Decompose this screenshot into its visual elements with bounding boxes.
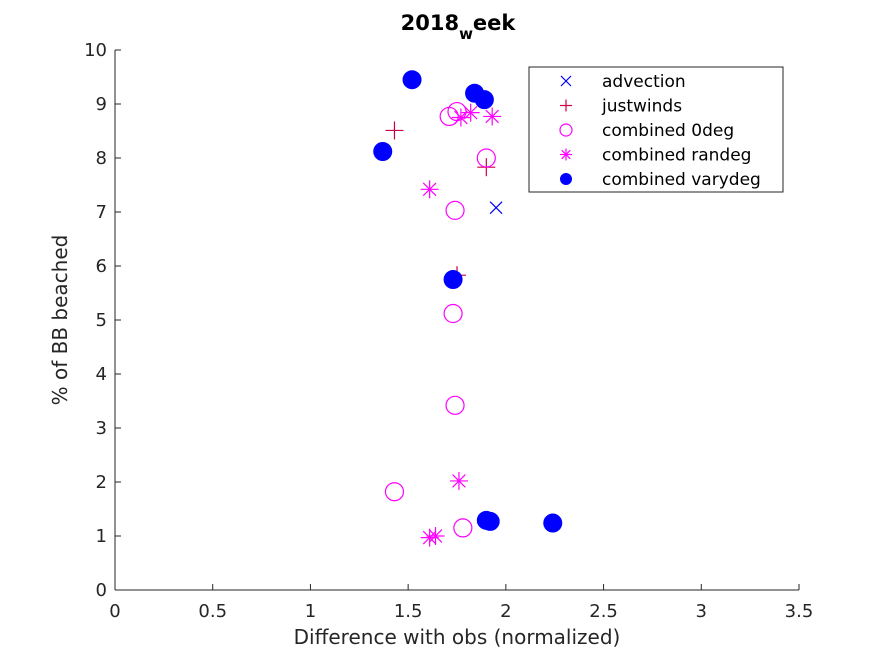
data-point-combined-0deg — [476, 148, 496, 168]
y-tick-label: 6 — [96, 256, 107, 277]
legend-label-combined-randeg: combined randeg — [602, 146, 751, 166]
x-tick-label: 0 — [109, 601, 120, 622]
x-tick-label: 3.5 — [785, 601, 814, 622]
y-tick-label: 7 — [96, 202, 107, 223]
x-tick-label: 3 — [696, 601, 707, 622]
data-point-combined-randeg — [449, 471, 468, 490]
ticks: 0 0.5 1 1.5 2 2.5 3 3.5 0 1 2 3 4 5 6 7 8 9 10 — [84, 40, 813, 622]
data-point-combined-0deg — [445, 395, 465, 415]
y-tick-label: 2 — [96, 472, 107, 493]
data-point-combined-0deg — [447, 101, 467, 122]
chart-title-main: 2018 — [401, 11, 459, 35]
data-point-combined-randeg — [426, 527, 445, 545]
data-point-combined-randeg — [483, 107, 502, 126]
chart-title: 2018week — [401, 11, 517, 43]
x-tick-label: 1 — [305, 601, 316, 622]
data-point-combined-0deg — [445, 200, 465, 220]
y-tick-label: 9 — [96, 94, 107, 115]
x-tick-label: 2 — [500, 601, 511, 622]
y-tick-label: 8 — [96, 148, 107, 169]
data-point-combined-0deg — [384, 482, 405, 502]
legend: advection justwinds combined 0deg combined … — [528, 66, 784, 193]
data-point-combined-varydeg — [402, 70, 422, 90]
series-combined-varydeg — [373, 70, 563, 533]
data-point-combined-0deg — [453, 518, 473, 538]
data-point-combined-varydeg — [443, 270, 463, 289]
data-marks — [373, 70, 563, 547]
data-point-justwinds — [385, 121, 404, 140]
data-point-combined-varydeg — [373, 142, 393, 162]
x-axis-label: Difference with obs (normalized) — [294, 625, 621, 649]
data-point-combined-varydeg — [543, 513, 563, 533]
legend-label-advection: advection — [602, 72, 686, 92]
chart-title-rest: eek — [473, 11, 516, 35]
data-point-advection — [489, 201, 503, 215]
data-point-combined-0deg — [443, 303, 463, 324]
y-axis-label: % of BB beached — [48, 235, 72, 406]
legend-marker-combined-0deg — [559, 123, 573, 137]
legend-label-combined-0deg: combined 0deg — [602, 121, 734, 141]
y-tick-label: 10 — [84, 40, 107, 61]
series-combined-randeg — [420, 103, 502, 547]
x-tick-label: 0.5 — [198, 601, 227, 622]
legend-marker-combined-varydeg — [560, 173, 572, 185]
chart-title-subscript: w — [459, 25, 473, 43]
legend-box — [528, 66, 784, 193]
y-tick-label: 1 — [96, 526, 107, 547]
y-tick-label: 0 — [96, 580, 107, 601]
y-tick-label: 4 — [96, 364, 107, 385]
data-point-combined-randeg — [420, 180, 439, 199]
data-point-combined-varydeg — [480, 511, 500, 531]
y-tick-label: 5 — [96, 310, 107, 331]
series-advection — [489, 201, 503, 215]
legend-label-justwinds: justwinds — [601, 97, 682, 117]
legend-marker-combined-randeg — [560, 148, 572, 161]
series-combined-0deg — [384, 101, 496, 538]
y-tick-label: 3 — [96, 418, 107, 439]
legend-marker-justwinds — [560, 99, 572, 112]
data-point-combined-varydeg — [474, 90, 494, 110]
data-point-combined-randeg — [451, 108, 470, 127]
x-tick-label: 1.5 — [394, 601, 423, 622]
data-point-combined-randeg — [461, 103, 480, 122]
legend-marker-advection — [560, 75, 572, 87]
legend-label-combined-varydeg: combined varydeg — [602, 170, 761, 190]
x-tick-label: 2.5 — [589, 601, 618, 622]
